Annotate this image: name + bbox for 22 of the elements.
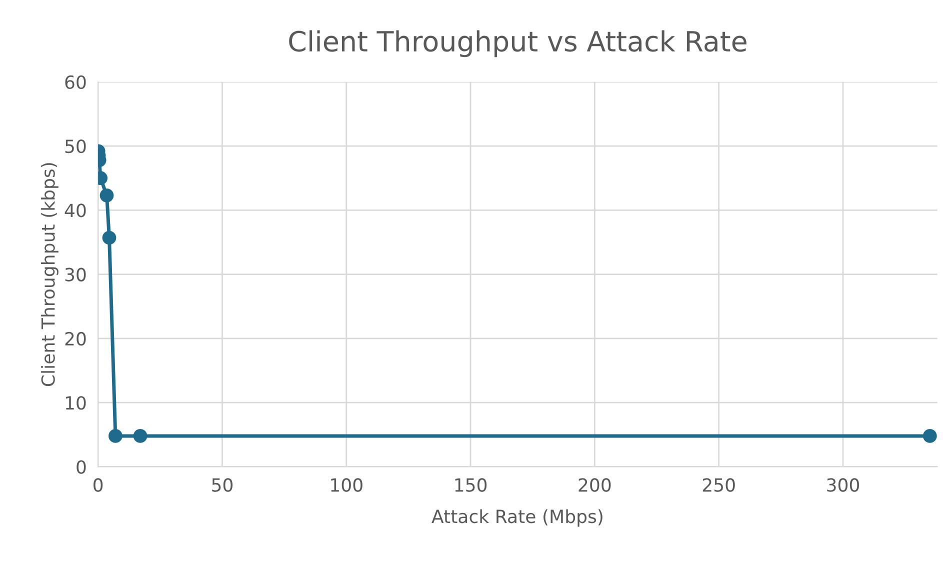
point [102,230,116,245]
point [922,429,937,443]
point [108,429,122,443]
y-axis-title: Client Throughput (kbps) [40,163,58,386]
y-tick-label: 10 [66,396,86,410]
y-tick-label: 20 [65,332,86,346]
y-tick-label: 50 [65,140,86,154]
x-tick-label: 50 [212,478,233,492]
x-tick-label: 250 [702,478,735,492]
x-axis-title: Attack Rate (Mbps) [432,509,602,527]
x-tick-label: 200 [578,478,611,492]
chart-title: Client Throughput vs Attack Rate [289,30,746,58]
y-tick-label: 30 [65,268,86,282]
y-tick-label: 60 [65,75,86,90]
point [100,188,114,202]
y-tick-label: 0 [76,460,86,474]
x-tick-label: 100 [331,478,362,492]
x-tick-label: 0 [94,478,103,492]
y-tick-label: 40 [64,204,86,218]
x-tick-label: 150 [455,478,487,492]
x-tick-label: 300 [827,478,860,492]
point [133,429,148,443]
